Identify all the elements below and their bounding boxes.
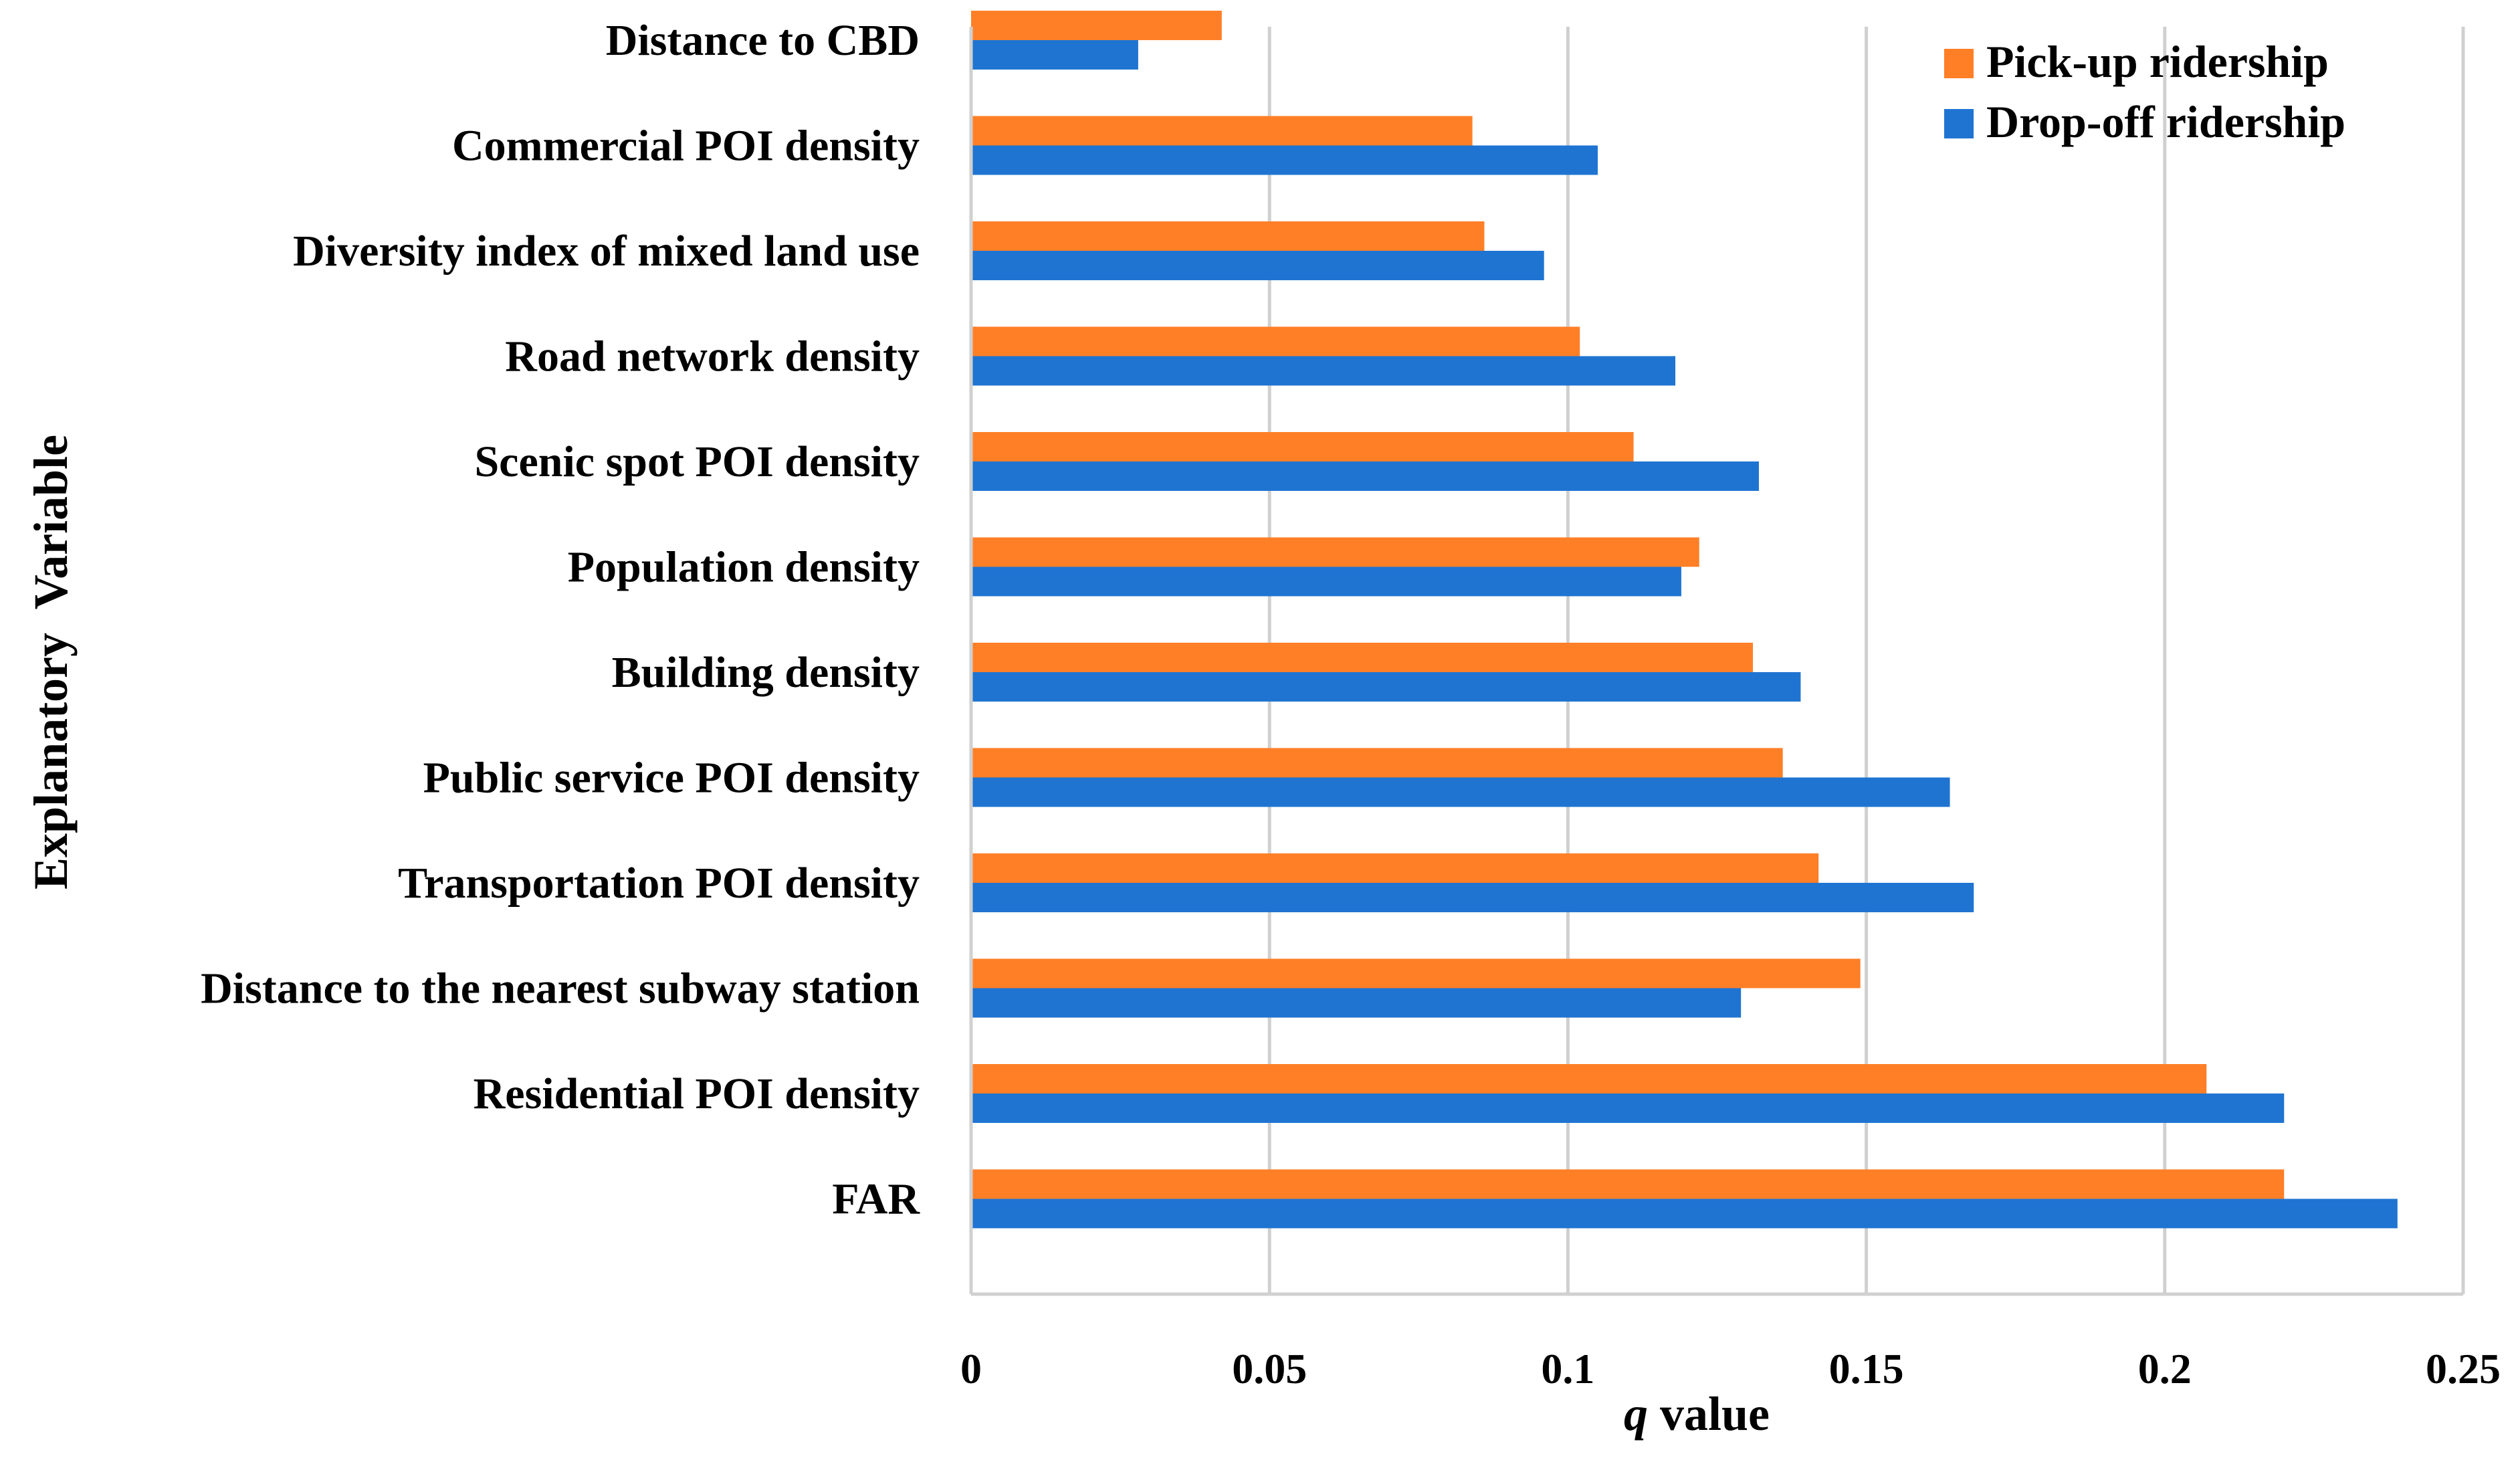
category-label: Population density (568, 543, 920, 592)
bar-dropoff (971, 777, 1950, 807)
bar-dropoff (971, 251, 1544, 280)
bar-dropoff (971, 356, 1676, 386)
category-label: Building density (612, 648, 920, 697)
category-label: Diversity index of mixed land use (293, 227, 920, 276)
x-tick-label: 0.25 (2426, 1345, 2501, 1392)
bar-pickup (971, 11, 1222, 40)
bar-pickup (971, 116, 1473, 146)
x-axis-label-rest: value (1648, 1387, 1770, 1441)
bar-dropoff (971, 988, 1742, 1018)
x-tick-label: 0 (960, 1345, 982, 1392)
bar-dropoff (971, 1093, 2285, 1123)
category-label: Residential POI density (474, 1069, 920, 1118)
bar-pickup (971, 853, 1819, 883)
axes (969, 27, 2463, 1296)
x-tick-label: 0.2 (2138, 1345, 2192, 1392)
category-label: Commercial POI density (452, 122, 920, 171)
bar-pickup (971, 221, 1485, 251)
legend: Pick-up ridership Drop-off ridership (1944, 36, 2345, 147)
bar-dropoff (971, 461, 1759, 491)
bar-pickup (971, 326, 1580, 356)
legend-label: Drop-off ridership (1986, 96, 2345, 147)
bar-pickup (971, 1064, 2207, 1093)
x-tick-label: 0.1 (1541, 1345, 1594, 1392)
bars (971, 11, 2398, 1229)
x-axis-label: q value (1624, 1387, 1770, 1441)
category-label: Road network density (505, 332, 920, 381)
category-label: Scenic spot POI density (474, 437, 920, 486)
bar-dropoff (971, 566, 1681, 597)
category-label: Transportation POI density (398, 859, 920, 908)
legend-swatch (1944, 109, 1974, 138)
bar-dropoff (971, 883, 1974, 912)
bar-pickup (971, 537, 1699, 567)
bar-pickup (971, 643, 1754, 672)
category-label: Distance to the nearest subway station (201, 964, 920, 1013)
x-tick-label: 0.15 (1829, 1345, 1904, 1392)
bar-dropoff (971, 40, 1138, 70)
bar-dropoff (971, 1198, 2398, 1229)
bar-pickup (971, 432, 1634, 461)
category-label: Distance to CBD (606, 16, 920, 65)
legend-swatch (1944, 49, 1974, 78)
bar-pickup (971, 748, 1783, 778)
y-axis-label: Explanatory Variable (24, 435, 78, 890)
bar-pickup (971, 958, 1861, 988)
bar-dropoff (971, 145, 1598, 175)
bar-dropoff (971, 672, 1801, 702)
x-tick-label: 0.05 (1232, 1345, 1307, 1392)
category-labels: Distance to CBD Commercial POI density Div… (201, 16, 920, 1224)
x-axis-label-italic: q (1624, 1387, 1648, 1441)
category-label: FAR (832, 1175, 920, 1224)
category-label: Public service POI density (423, 754, 920, 803)
legend-label: Pick-up ridership (1986, 36, 2329, 87)
bar-pickup (971, 1169, 2285, 1199)
x-tick-labels: 0 0.05 0.1 0.15 0.2 0.25 (960, 1345, 2501, 1392)
